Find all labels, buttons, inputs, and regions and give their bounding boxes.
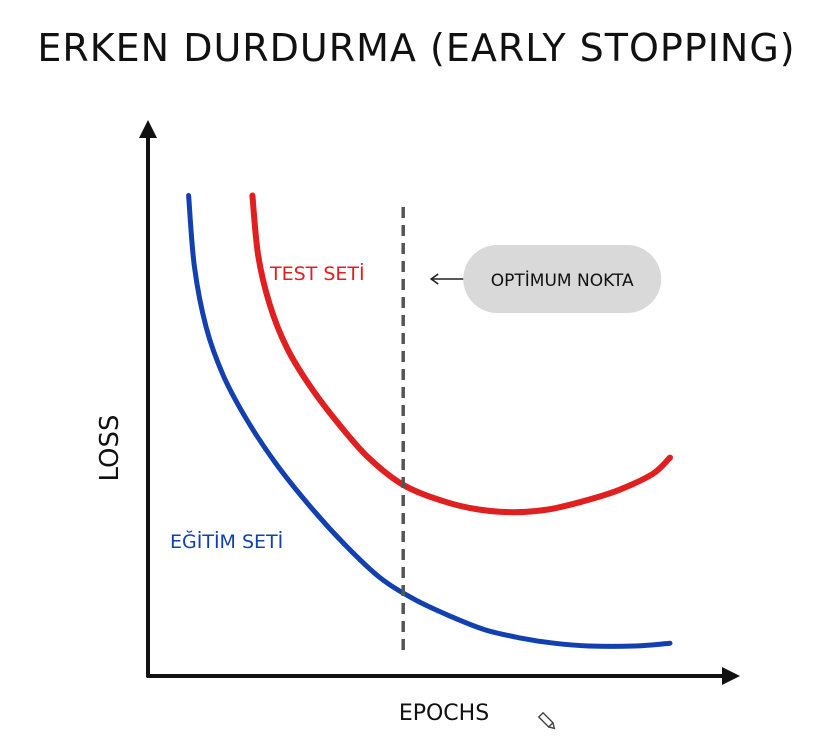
training-set-label: EĞİTİM SETİ	[170, 529, 283, 553]
optimum-arrow-head	[429, 273, 439, 285]
pencil-icon	[537, 711, 556, 730]
optimum-point-label: OPTİMUM NOKTA	[491, 270, 634, 291]
optimum-point-badge	[463, 245, 662, 313]
test-set-label: TEST SETİ	[269, 262, 365, 285]
y-axis-label: LOSS	[95, 414, 125, 481]
x-axis-label: EPOCHS	[399, 701, 489, 726]
test-set-line	[249, 192, 673, 516]
series-group: TEST SETİ EĞİTİM SETİ	[170, 192, 673, 649]
x-axis-arrow	[722, 667, 740, 685]
chart-title: ERKEN DURDURMA (EARLY STOPPING)	[37, 26, 796, 70]
annotation-group: OPTİMUM NOKTA	[401, 207, 662, 650]
y-axis-arrow	[139, 120, 157, 138]
training-set-line	[186, 193, 673, 649]
